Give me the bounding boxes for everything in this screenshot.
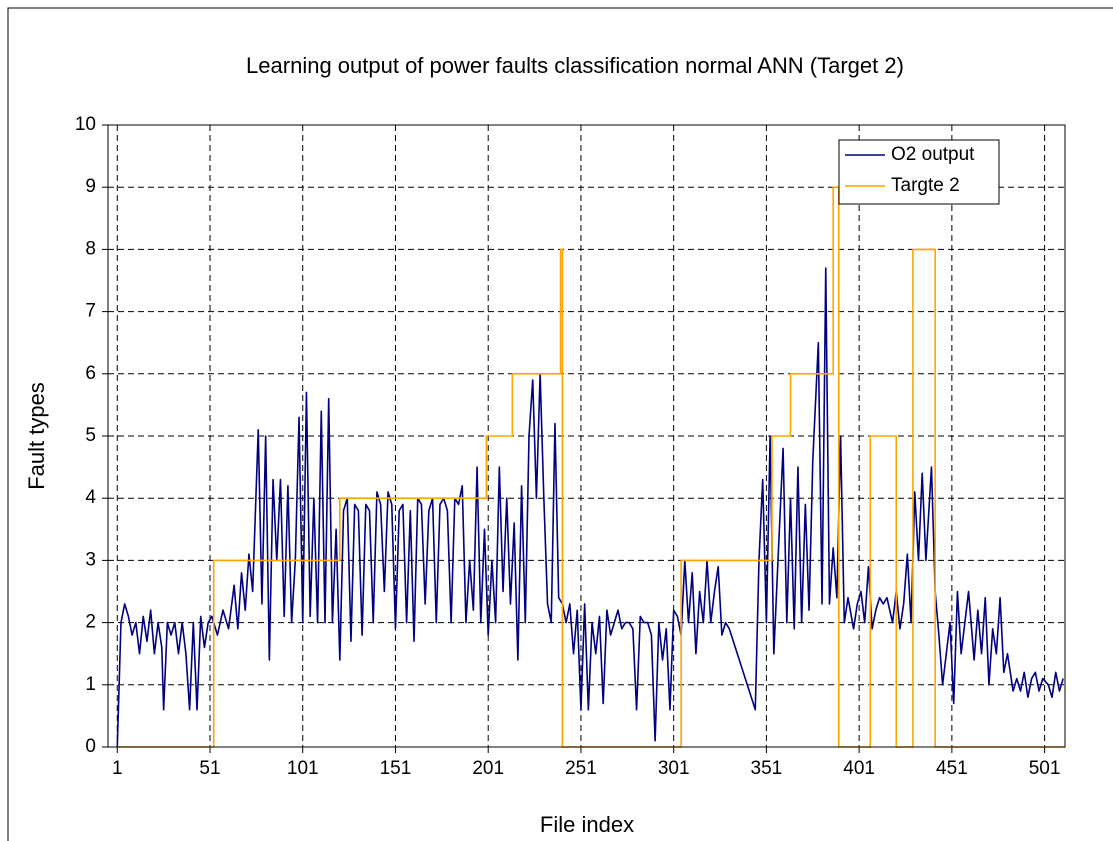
x-tick-label: 1	[112, 758, 123, 779]
x-tick-label: 401	[843, 758, 875, 779]
x-tick-label: 351	[751, 758, 783, 779]
x-tick-label: 451	[936, 758, 968, 779]
y-tick-label: 3	[85, 549, 96, 570]
y-tick-label: 7	[85, 301, 96, 322]
y-tick-label: 5	[85, 425, 96, 446]
y-tick-label: 8	[85, 238, 96, 259]
y-axis-label: Fault types	[24, 382, 49, 490]
x-axis-label: File index	[540, 812, 634, 837]
x-tick-label: 101	[287, 758, 319, 779]
x-tick-label: 151	[380, 758, 412, 779]
y-tick-label: 9	[85, 176, 96, 197]
y-tick-label: 0	[85, 736, 96, 757]
x-tick-label: 201	[472, 758, 504, 779]
data-line	[116, 267, 1064, 748]
x-tick-label: 501	[1029, 758, 1061, 779]
x-tick-label: 51	[199, 758, 220, 779]
y-tick-label: 4	[85, 487, 96, 508]
y-tick-label: 6	[85, 363, 96, 384]
legend-label: Targte 2	[891, 175, 960, 196]
y-tick-label: 10	[75, 114, 96, 135]
y-tick-label: 2	[85, 612, 96, 633]
legend-box	[838, 139, 1000, 205]
legend-label: O2 output	[891, 144, 975, 165]
chart-title: Learning output of power faults classifi…	[246, 53, 904, 78]
y-tick-label: 1	[85, 674, 96, 695]
x-tick-label: 301	[658, 758, 690, 779]
x-tick-label: 251	[565, 758, 597, 779]
data-line	[117, 186, 1065, 748]
plot-frame	[107, 124, 1066, 748]
